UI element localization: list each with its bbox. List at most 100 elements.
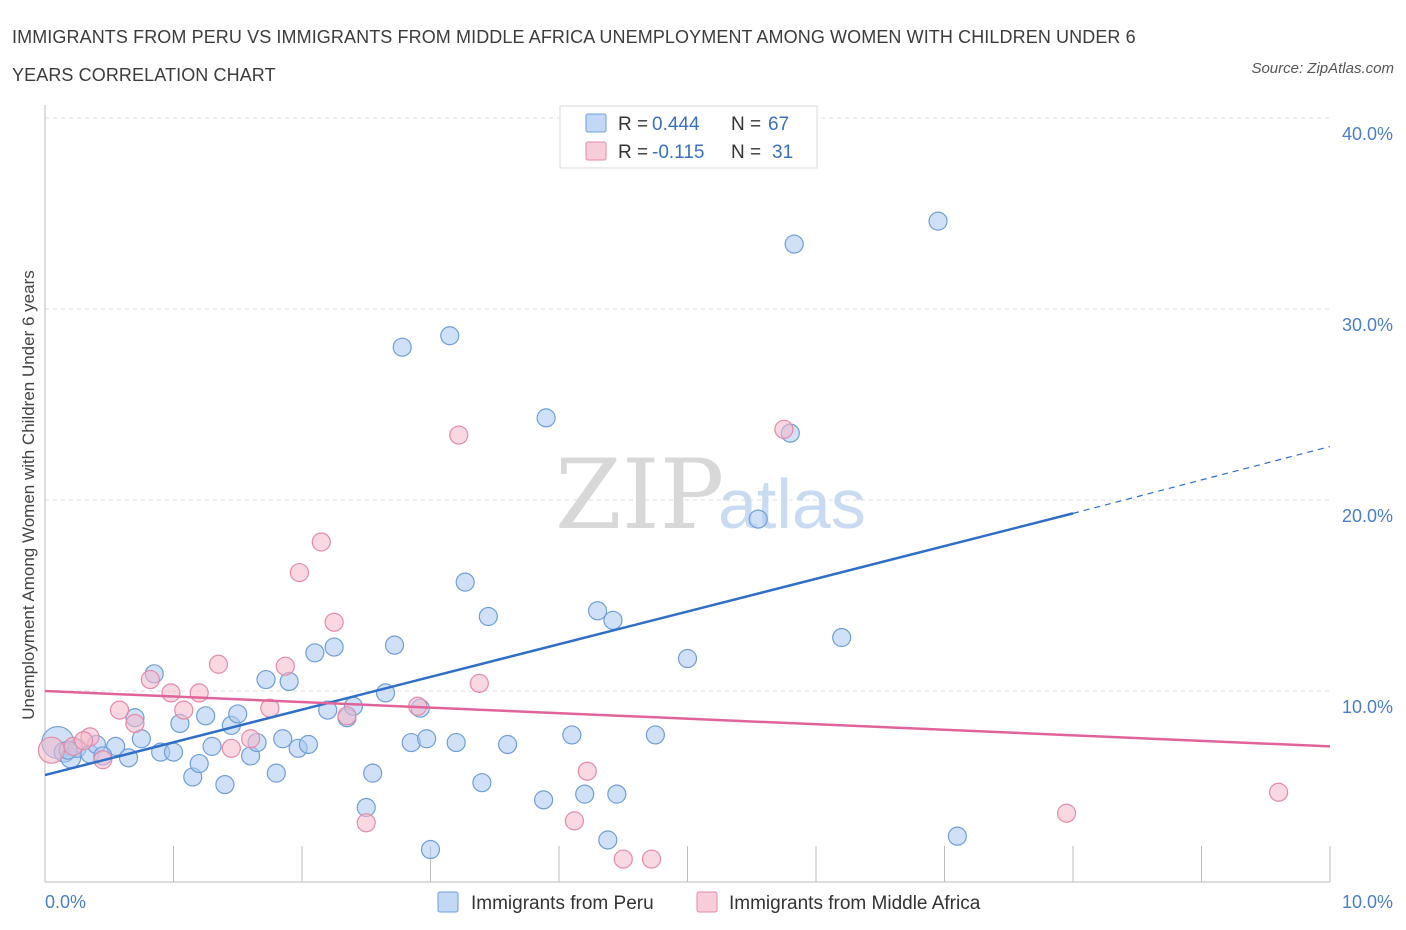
legend-n-value-peru: 67 (768, 114, 789, 135)
x-tick-label-0: 0.0% (45, 892, 86, 912)
point-middle-africa-10 (208, 654, 229, 674)
point-peru-54 (598, 830, 618, 850)
point-middle-africa-4 (109, 700, 130, 720)
point-middle-africa-25 (613, 849, 633, 869)
point-peru-20 (228, 704, 248, 724)
legend-n-value-middle-africa: 31 (772, 142, 793, 163)
point-peru-23 (256, 669, 276, 690)
point-peru-51 (562, 725, 582, 745)
watermark: ZIP atlas (555, 439, 866, 551)
point-peru-6 (106, 736, 126, 756)
point-peru-43 (440, 326, 460, 346)
bottom-legend: Immigrants from Peru Immigrants from Mid… (437, 891, 981, 914)
y-tick-label-1: 20.0% (1342, 506, 1393, 526)
bottom-legend-label-peru: Immigrants from Peru (471, 893, 654, 914)
point-peru-53 (587, 601, 608, 621)
point-peru-24 (266, 763, 286, 783)
point-peru-57 (645, 725, 665, 745)
point-peru-52 (575, 784, 595, 804)
y-tick-label-3: 40.0% (1342, 124, 1393, 144)
point-peru-63 (928, 211, 948, 231)
point-middle-africa-16 (311, 532, 331, 552)
point-peru-15 (189, 753, 209, 774)
point-middle-africa-19 (356, 813, 376, 833)
point-middle-africa-18 (337, 706, 357, 726)
legend-r-label-peru: R = (618, 114, 648, 135)
bottom-legend-swatch-peru (437, 891, 459, 913)
trend-line-peru (44, 512, 1074, 777)
trend-line-middle-africa (44, 689, 1331, 748)
point-peru-49 (533, 790, 554, 810)
chart-title: IMMIGRANTS FROM PERU VS IMMIGRANTS FROM … (12, 27, 1136, 85)
y-axis-label: Unemployment Among Women with Children U… (19, 270, 38, 719)
legend-n-label-peru: N = (731, 114, 761, 135)
x-tick-label-1: 10.0% (1342, 892, 1393, 912)
point-peru-47 (478, 606, 498, 627)
point-middle-africa-14 (275, 656, 295, 676)
top-legend: R = 0.444 N = 67 R = -0.115 N = 31 (559, 105, 818, 169)
point-middle-africa-6 (140, 669, 160, 690)
point-peru-38 (392, 337, 412, 357)
point-middle-africa-24 (577, 761, 597, 781)
point-peru-18 (215, 774, 235, 795)
point-peru-16 (196, 706, 216, 726)
point-peru-46 (472, 773, 492, 793)
point-middle-africa-7 (161, 683, 181, 703)
legend-n-label-middle-africa: N = (731, 142, 761, 163)
point-peru-59 (748, 509, 768, 529)
watermark-atlas: atlas (718, 465, 866, 543)
legend-r-value-middle-africa: -0.115 (652, 142, 704, 163)
point-peru-41 (417, 729, 437, 749)
point-middle-africa-11 (221, 738, 241, 758)
point-peru-44 (446, 732, 466, 753)
point-middle-africa-12 (241, 729, 261, 749)
point-peru-25 (273, 729, 293, 749)
point-peru-62 (832, 627, 852, 648)
axes (44, 105, 1331, 883)
legend-swatch-middle-africa (585, 141, 607, 161)
point-middle-africa-23 (564, 811, 585, 831)
point-peru-61 (784, 234, 804, 254)
point-middle-africa-21 (449, 425, 469, 445)
point-peru-31 (324, 637, 344, 657)
watermark-zip: ZIP (555, 439, 724, 551)
point-peru-30 (318, 700, 338, 720)
y-tick-label-2: 30.0% (1342, 315, 1393, 335)
point-peru-55 (603, 610, 623, 630)
point-middle-africa-0 (37, 736, 66, 764)
point-middle-africa-29 (1268, 782, 1289, 802)
legend-r-label-middle-africa: R = (618, 142, 648, 163)
chart-source: Source: ZipAtlas.com (1251, 60, 1394, 77)
point-peru-12 (163, 742, 184, 762)
point-middle-africa-28 (1056, 803, 1077, 823)
point-peru-17 (202, 736, 222, 756)
point-peru-50 (536, 408, 556, 428)
legend-swatch-peru (585, 113, 607, 133)
point-peru-42 (420, 839, 441, 860)
point-middle-africa-27 (774, 419, 794, 439)
tick-labels: 10.0% 20.0% 30.0% 40.0% 0.0% 10.0% (45, 124, 1393, 912)
bottom-legend-label-middle-africa: Immigrants from Middle Africa (729, 893, 981, 914)
point-peru-58 (677, 648, 698, 669)
trend-line-extension-peru (1072, 445, 1331, 514)
y-tick-label-0: 10.0% (1342, 697, 1393, 717)
grid-lines (45, 117, 1330, 692)
bottom-legend-swatch-middle-africa (696, 891, 718, 913)
point-middle-africa-8 (174, 700, 194, 720)
point-middle-africa-17 (324, 612, 344, 632)
point-middle-africa-26 (641, 849, 662, 869)
point-peru-45 (455, 572, 475, 592)
legend-r-value-peru: 0.444 (652, 114, 700, 135)
point-middle-africa-22 (469, 673, 489, 693)
point-middle-africa-15 (289, 562, 310, 583)
point-peru-35 (363, 763, 383, 783)
point-peru-28 (298, 734, 319, 755)
point-middle-africa-9 (189, 683, 209, 703)
point-peru-64 (947, 826, 967, 846)
point-middle-africa-30 (73, 731, 94, 751)
trend-lines (44, 445, 1331, 777)
point-peru-37 (384, 635, 405, 655)
point-peru-29 (305, 643, 325, 663)
point-peru-56 (607, 784, 627, 804)
